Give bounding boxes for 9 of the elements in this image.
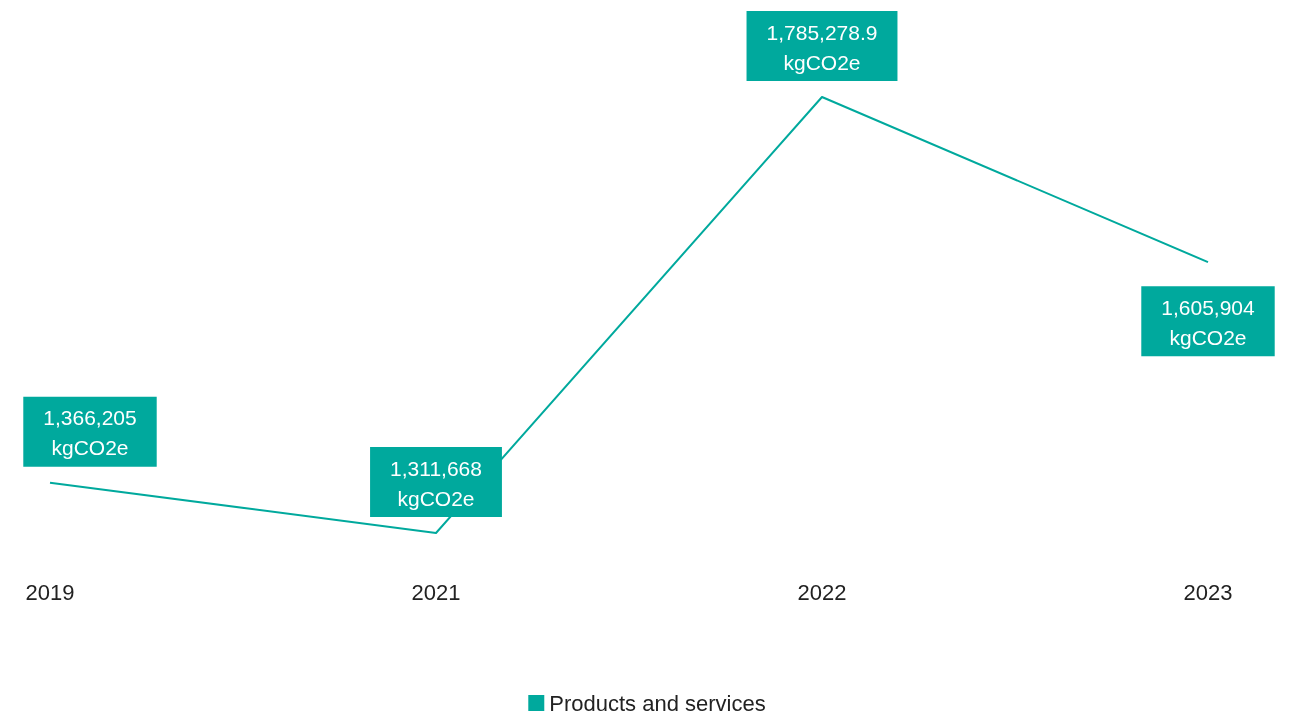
x-tick-label: 2019 (25, 579, 75, 605)
data-label: 1,785,278.9 kgCO2e (766, 20, 878, 74)
x-tick-label: 2023 (1183, 579, 1233, 605)
x-tick-label: 2021 (411, 579, 461, 605)
data-label: 1,366,205 kgCO2e (43, 406, 137, 460)
data-label: 1,311,668 kgCO2e (390, 456, 482, 510)
legend-label: Products and services (549, 690, 766, 716)
data-label: 1,605,904 kgCO2e (1161, 295, 1256, 349)
x-tick-label: 2022 (797, 579, 847, 605)
